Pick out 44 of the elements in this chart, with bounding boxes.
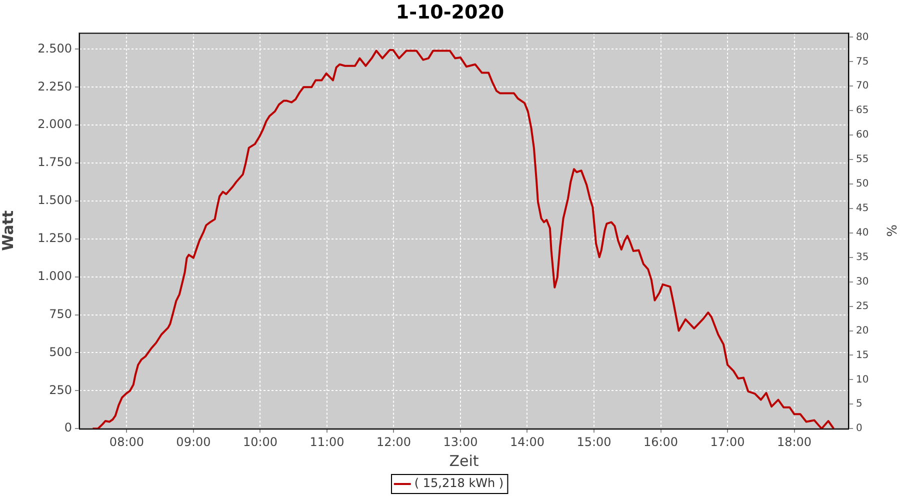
x-tick-label: 09:00 [176, 434, 211, 449]
y-tick-label: 250 [49, 382, 72, 397]
y2-tick-label: 40 [856, 227, 869, 238]
y2-tick-label: 20 [856, 325, 869, 336]
x-tick-label: 14:00 [510, 434, 545, 449]
y2-tick-label: 70 [856, 80, 869, 92]
x-tick-label: 10:00 [242, 434, 278, 449]
y2-tick-label: 45 [856, 203, 869, 214]
y2-axis-title: % [882, 224, 898, 237]
y2-tick-label: 55 [856, 154, 869, 166]
y2-tick-label: 10 [856, 374, 869, 386]
legend-label: ( 15,218 kWh ) [414, 476, 504, 490]
x-tick-label: 15:00 [576, 434, 612, 449]
y-tick-label: 2.500 [38, 41, 72, 56]
x-tick-label: 08:00 [109, 434, 144, 449]
y2-tick-label: 65 [856, 105, 869, 116]
y-tick-label: 1.250 [38, 231, 72, 246]
y-tick-label: 750 [49, 306, 72, 321]
x-tick-label: 16:00 [643, 434, 678, 449]
x-tick-label: 18:00 [776, 434, 812, 449]
y2-tick-label: 0 [856, 423, 862, 434]
y2-tick-label: 15 [856, 350, 869, 361]
y-tick-label: 1.000 [38, 268, 72, 283]
y-tick-label: 2.000 [38, 117, 72, 132]
y2-tick-label: 75 [856, 56, 869, 68]
x-tick-label: 12:00 [376, 434, 412, 449]
chart-title: 1-10-2020 [396, 1, 504, 24]
x-tick-label: 11:00 [310, 434, 344, 449]
x-tick-label: 17:00 [710, 434, 745, 449]
y2-tick-label: 35 [856, 252, 869, 263]
y2-tick-label: 80 [856, 32, 869, 43]
x-tick-label: 13:00 [443, 434, 478, 449]
y-tick-label: 2.250 [38, 79, 72, 94]
y2-tick-label: 50 [856, 178, 869, 190]
y-tick-label: 1.500 [38, 193, 72, 208]
y-tick-label: 500 [49, 344, 72, 359]
y-tick-label: 1.750 [38, 155, 72, 170]
x-axis-title: Zeit [449, 452, 479, 470]
y-axis-title: Watt [0, 210, 17, 251]
y2-tick-label: 60 [856, 130, 869, 141]
y2-tick-label: 25 [856, 300, 869, 312]
y-tick-label: 0 [64, 420, 72, 435]
y2-tick-label: 30 [856, 276, 869, 288]
y2-tick-label: 5 [856, 398, 862, 410]
